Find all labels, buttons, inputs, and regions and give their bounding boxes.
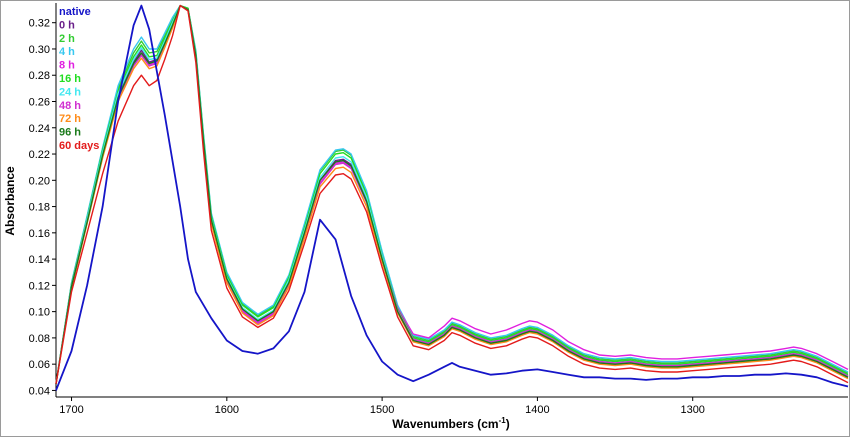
legend-item-24-h: 24 h bbox=[59, 86, 81, 98]
x-axis-label-main: Wavenumbers (cm bbox=[392, 417, 498, 431]
series-line-4-h bbox=[55, 4, 849, 385]
y-tick-label: 0.18 bbox=[29, 202, 50, 214]
y-tick-label: 0.24 bbox=[29, 123, 50, 135]
legend-item-native: native bbox=[59, 6, 91, 18]
y-tick-label: 0.20 bbox=[29, 175, 50, 187]
x-axis-label-end: ) bbox=[506, 417, 510, 431]
y-tick-label: 0.16 bbox=[29, 228, 50, 240]
legend-item-48-h: 48 h bbox=[59, 100, 81, 112]
y-tick-label: 0.22 bbox=[29, 149, 50, 161]
y-tick-label: 0.10 bbox=[29, 307, 50, 319]
y-axis-label: Absorbance bbox=[3, 166, 17, 236]
legend-item-60-days: 60 days bbox=[59, 140, 99, 152]
x-tick-label: 1600 bbox=[215, 404, 239, 416]
x-tick-label: 1300 bbox=[680, 404, 704, 416]
x-tick-label: 1700 bbox=[59, 404, 83, 416]
x-tick-label: 1400 bbox=[525, 404, 549, 416]
y-tick-label: 0.28 bbox=[29, 70, 50, 82]
legend-item-4-h: 4 h bbox=[59, 46, 75, 58]
series-line-native bbox=[55, 4, 849, 391]
legend-item-8-h: 8 h bbox=[59, 60, 75, 72]
legend-item-2-h: 2 h bbox=[59, 33, 75, 45]
plot-area bbox=[55, 4, 849, 391]
y-tick-label: 0.06 bbox=[29, 359, 50, 371]
y-tick-label: 0.30 bbox=[29, 44, 50, 56]
y-tick-label: 0.08 bbox=[29, 333, 50, 345]
legend-item-96-h: 96 h bbox=[59, 127, 81, 139]
y-tick-label: 0.32 bbox=[29, 18, 50, 30]
legend-item-72-h: 72 h bbox=[59, 113, 81, 125]
series-line-72-h bbox=[55, 4, 849, 385]
y-tick-label: 0.12 bbox=[29, 280, 50, 292]
x-axis-label-sup: -1 bbox=[499, 416, 507, 425]
y-ticks: 0.04 0.06 0.08 0.10 0.12 0.14 0.16 0.18 0.20 0.22… bbox=[29, 18, 56, 397]
x-axis-label: Wavenumbers (cm-1) bbox=[392, 416, 509, 431]
axes bbox=[55, 3, 848, 398]
series-line-96-h bbox=[55, 4, 849, 385]
y-tick-label: 0.14 bbox=[29, 254, 50, 266]
legend-item-0-h: 0 h bbox=[59, 19, 75, 31]
x-tick-label: 1500 bbox=[370, 404, 394, 416]
x-ticks: 1700 1600 1500 1400 1300 bbox=[59, 397, 705, 416]
series-line-60-days bbox=[55, 4, 849, 385]
y-tick-label: 0.26 bbox=[29, 97, 50, 109]
y-tick-label: 0.04 bbox=[29, 385, 50, 397]
legend-item-16-h: 16 h bbox=[59, 73, 81, 85]
